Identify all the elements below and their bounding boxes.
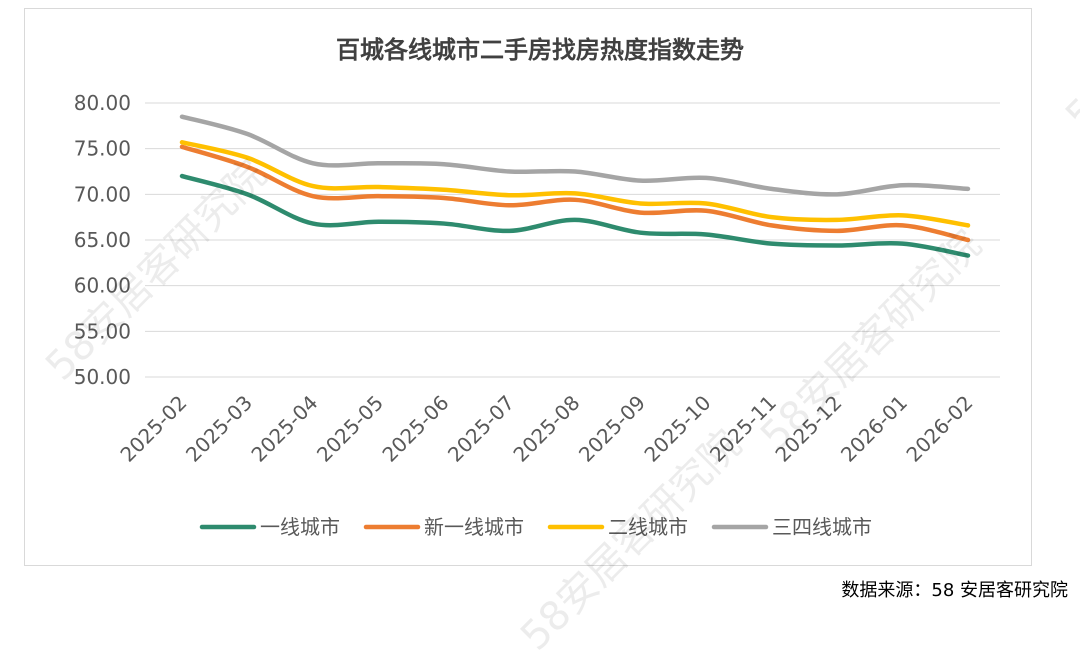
legend-label-3: 二线城市 (608, 515, 688, 539)
x-tick-label: 2025-11 (705, 391, 781, 467)
x-tick-label: 2025-05 (312, 391, 388, 467)
y-tick-label: 60.00 (74, 274, 131, 298)
y-axis-ticks: 80.00 75.00 70.00 65.00 60.00 55.00 50.00 (74, 91, 131, 389)
x-tick-label: 2026-02 (901, 391, 977, 467)
legend: 一线城市 新一线城市 二线城市 三四线城市 (199, 515, 872, 539)
series-line-4 (179, 114, 971, 197)
x-tick-label: 2025-03 (181, 391, 257, 467)
y-tick-label: 65.00 (74, 228, 131, 252)
source-note: 数据来源：58 安居客研究院 (841, 580, 1068, 601)
legend-label-1: 一线城市 (260, 515, 340, 539)
y-tick-label: 55.00 (74, 319, 131, 343)
series-line-3 (179, 140, 971, 228)
x-tick-label: 2025-02 (115, 391, 191, 467)
x-tick-label: 2025-04 (246, 391, 322, 467)
x-tick-label: 2025-08 (508, 391, 584, 467)
x-tick-label: 2025-12 (770, 391, 846, 467)
legend-label-4: 三四线城市 (772, 515, 872, 539)
y-tick-label: 75.00 (74, 137, 131, 161)
series-lines (179, 114, 971, 258)
chart-frame (24, 8, 1032, 566)
x-tick-label: 2025-10 (639, 391, 715, 467)
x-tick-label: 2025-09 (574, 391, 650, 467)
chart-title: 百城各线城市二手房找房热度指数走势 (336, 36, 744, 64)
gridlines (145, 102, 1000, 378)
y-tick-label: 70.00 (74, 182, 131, 206)
x-tick-label: 2025-06 (377, 391, 453, 467)
legend-label-2: 新一线城市 (424, 515, 524, 539)
series-line-2 (179, 144, 971, 243)
series-line-1 (179, 173, 971, 258)
x-tick-label: 2026-01 (836, 391, 912, 467)
y-tick-label: 80.00 (74, 91, 131, 115)
x-tick-label: 2025-07 (443, 391, 519, 467)
line-chart: 百城各线城市二手房找房热度指数走势 80.00 75.00 70.00 65.00 60… (74, 36, 1000, 539)
x-axis-ticks: 2025-022025-032025-042025-052025-062025-… (115, 391, 977, 467)
y-tick-label: 50.00 (74, 365, 131, 389)
